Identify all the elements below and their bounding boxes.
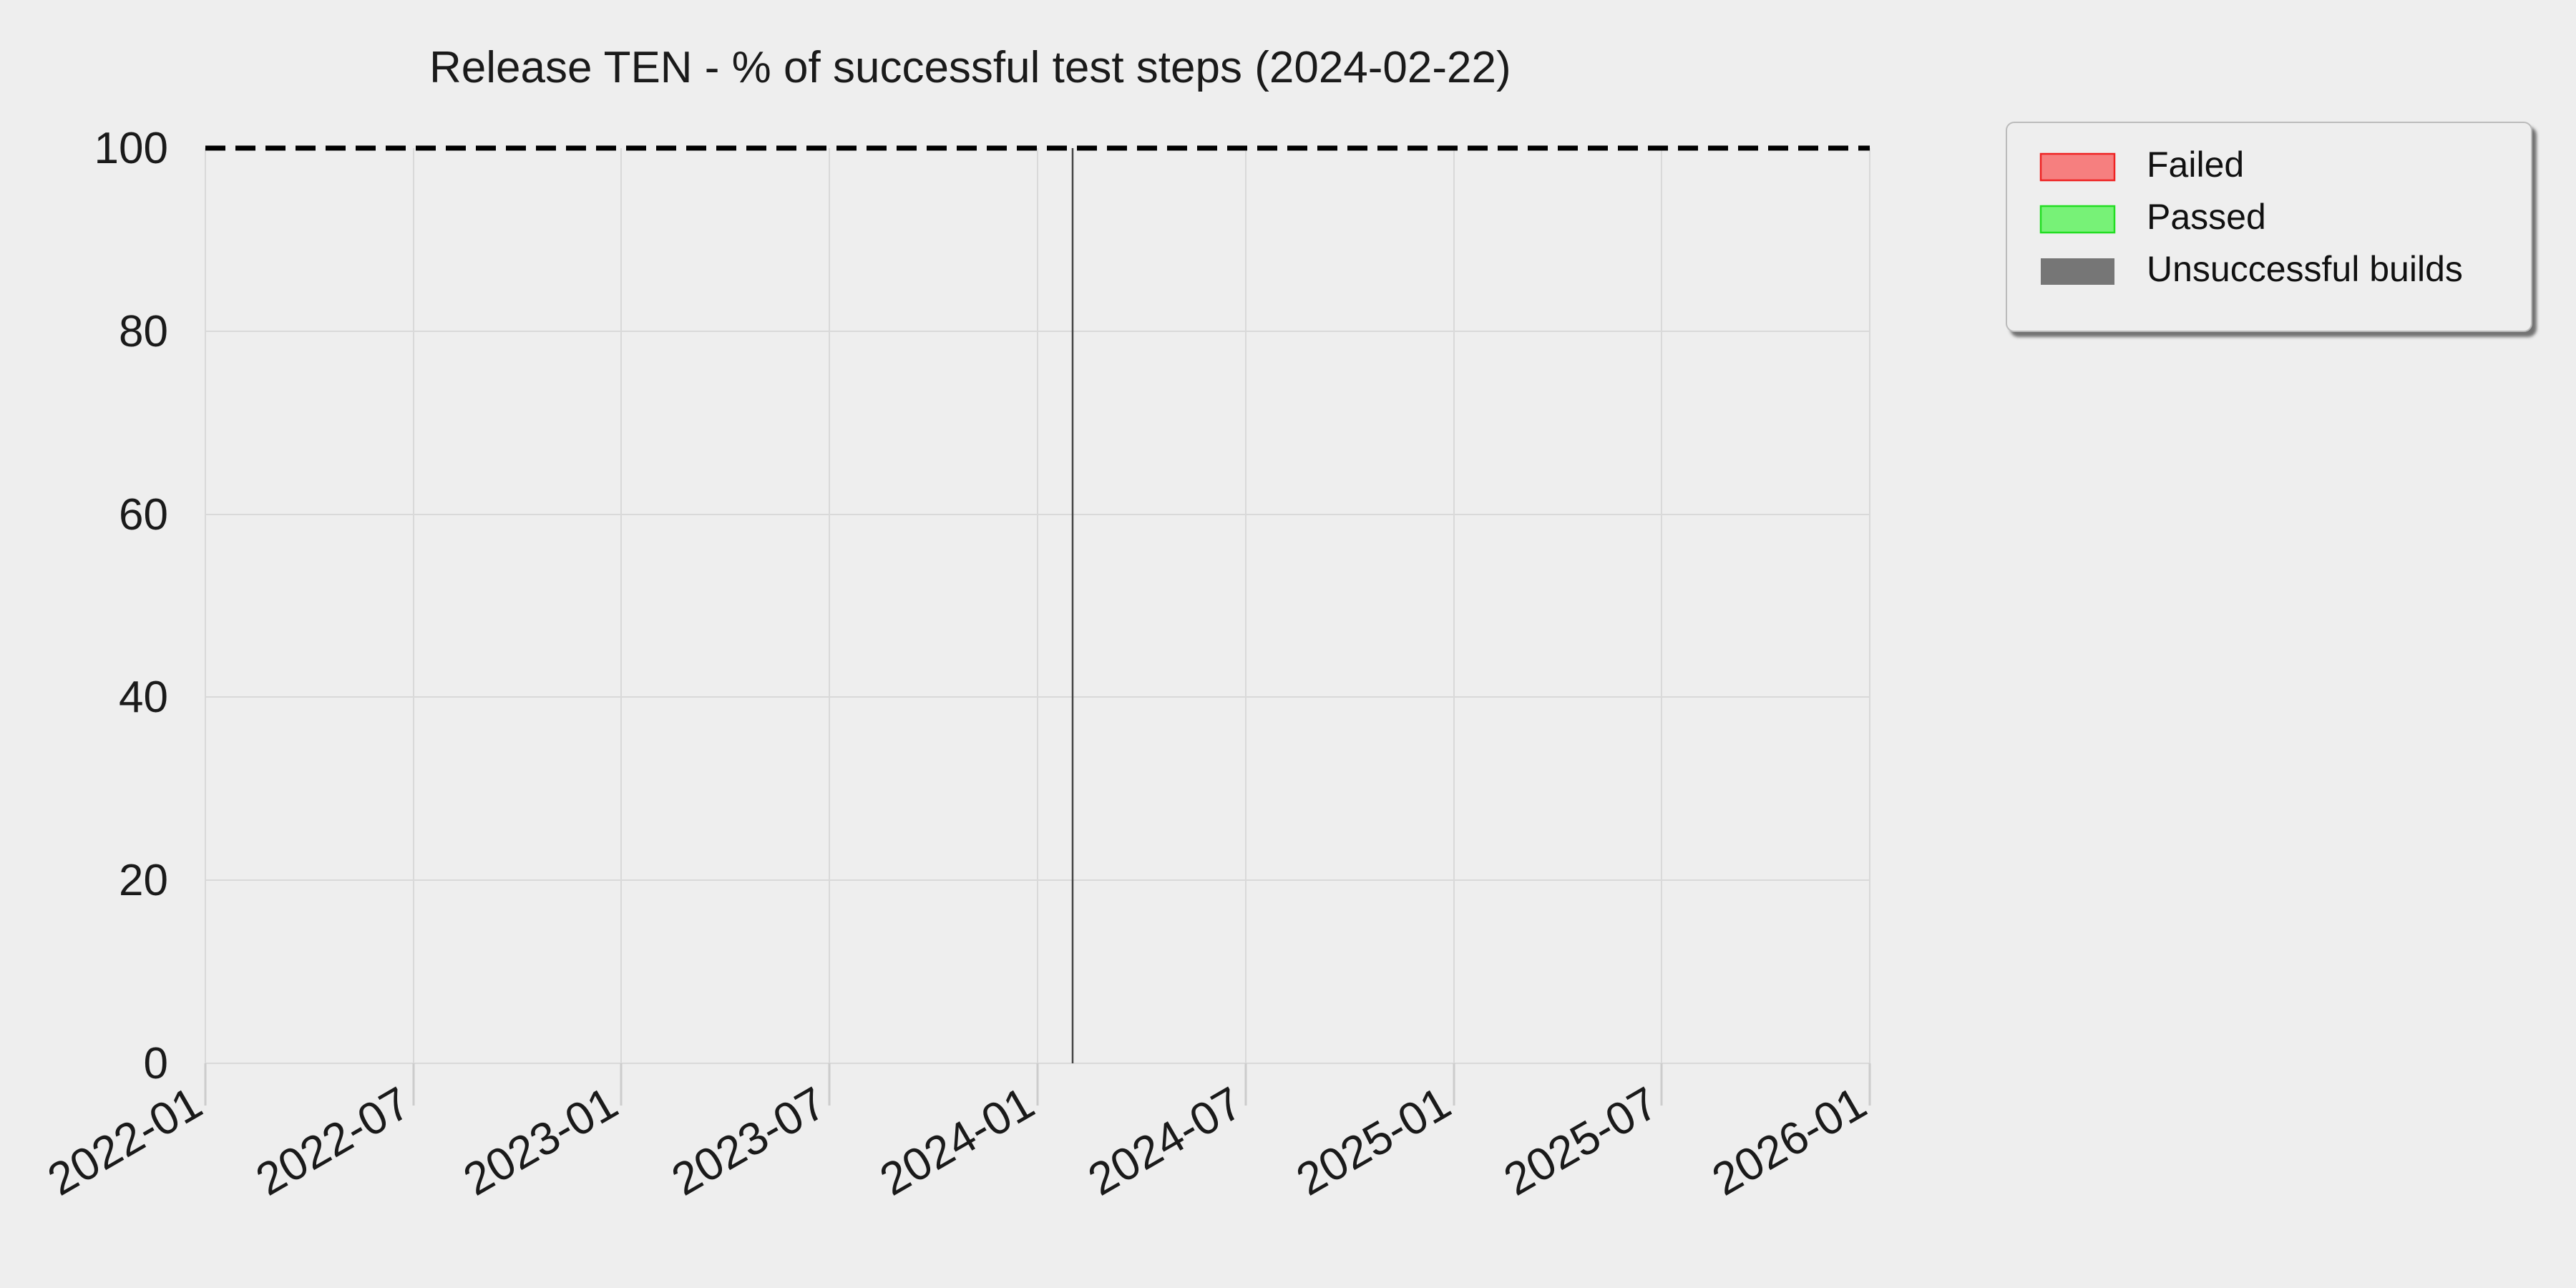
svg-text:Passed: Passed: [2147, 197, 2266, 237]
svg-text:60: 60: [119, 490, 168, 540]
svg-text:40: 40: [119, 673, 168, 722]
svg-text:80: 80: [119, 307, 168, 356]
svg-text:Failed: Failed: [2147, 145, 2244, 185]
svg-text:20: 20: [119, 856, 168, 905]
svg-text:100: 100: [94, 124, 168, 173]
svg-text:Release TEN - % of successful: Release TEN - % of successful test steps…: [429, 43, 1511, 92]
svg-text:0: 0: [144, 1039, 168, 1088]
svg-text:Unsuccessful builds: Unsuccessful builds: [2147, 249, 2463, 289]
